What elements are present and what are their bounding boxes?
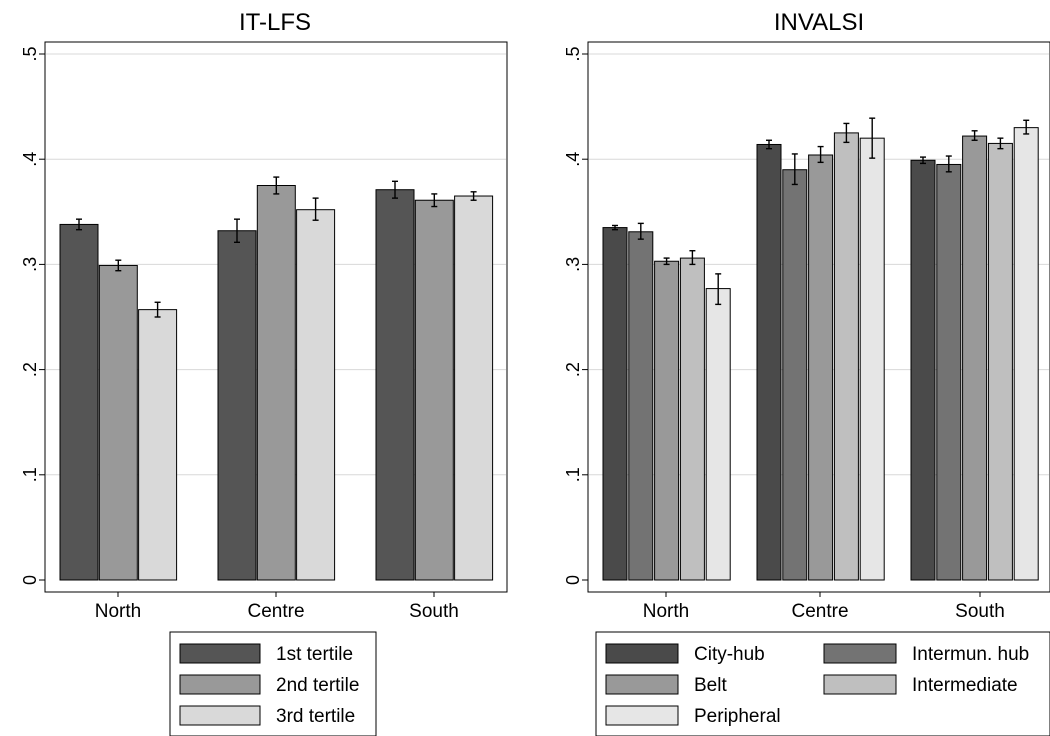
y-tick-label: 0: [563, 575, 583, 585]
y-tick-label: .5: [563, 46, 583, 61]
y-tick-label: .2: [20, 362, 40, 377]
legend-label: 2nd tertile: [276, 675, 359, 696]
legend-label: Belt: [694, 675, 727, 696]
x-category-label: North: [643, 601, 689, 622]
y-tick-label: .2: [563, 362, 583, 377]
y-tick-label: .3: [563, 257, 583, 272]
x-category-label: South: [409, 601, 459, 622]
bar: [1013, 127, 1039, 581]
bar: [654, 260, 680, 581]
legend-swatch: [605, 705, 679, 726]
bar: [296, 209, 336, 581]
bar: [808, 154, 834, 581]
y-tick-label: 0: [20, 575, 40, 585]
bar: [375, 189, 415, 581]
bar: [756, 143, 782, 581]
y-tick-label: .1: [20, 467, 40, 482]
y-tick-label: .5: [20, 46, 40, 61]
x-category-label: Centre: [791, 601, 848, 622]
legend-label: 1st tertile: [276, 644, 353, 665]
bar: [833, 132, 859, 581]
bar: [414, 199, 454, 581]
legend-swatch: [605, 674, 679, 695]
y-tick-label: .1: [563, 467, 583, 482]
legend-swatch: [179, 705, 261, 726]
legend-swatch: [823, 643, 897, 664]
y-tick-label: .4: [563, 152, 583, 167]
legend-swatch: [179, 643, 261, 664]
bar: [987, 142, 1013, 581]
legend-label: 3rd tertile: [276, 706, 355, 727]
legend-swatch: [179, 674, 261, 695]
bar: [59, 223, 99, 581]
legend-label: City-hub: [694, 644, 765, 665]
bar: [910, 159, 936, 581]
bar: [628, 231, 654, 581]
bar: [602, 227, 628, 581]
legend-swatch: [605, 643, 679, 664]
bar: [256, 185, 296, 581]
bar: [217, 230, 257, 581]
legend-swatch: [823, 674, 897, 695]
bar: [138, 309, 178, 581]
chart-panel-0: 0 .1 .2 .3 .4 .5 North Centre South IT-LFS 1st ter…: [20, 9, 508, 736]
bar: [782, 169, 808, 581]
bar: [454, 195, 494, 581]
x-category-label: South: [955, 601, 1005, 622]
bar: [936, 163, 962, 581]
legend-label: Peripheral: [694, 706, 781, 727]
chart-title: INVALSI: [774, 9, 864, 36]
y-tick-label: .3: [20, 257, 40, 272]
chart-panel-1: 0 .1 .2 .3 .4 .5 North Centre South INVALSI City-h…: [563, 9, 1050, 736]
x-category-label: North: [95, 601, 141, 622]
legend-label: Intermun. hub: [912, 644, 1029, 665]
bar: [962, 135, 988, 581]
y-tick-label: .4: [20, 152, 40, 167]
x-category-label: Centre: [247, 601, 304, 622]
bar: [98, 264, 138, 581]
bar: [705, 288, 731, 581]
bar: [679, 257, 705, 581]
legend-label: Intermediate: [912, 675, 1018, 696]
chart-title: IT-LFS: [239, 9, 311, 36]
bar: [859, 137, 885, 581]
